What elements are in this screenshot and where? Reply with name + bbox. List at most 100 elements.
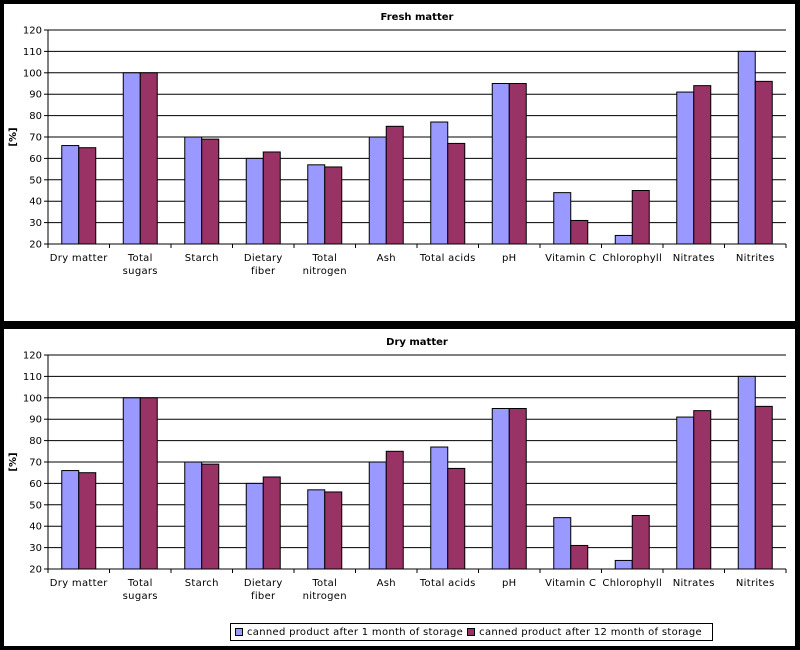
x-category-label: pH [502, 578, 516, 589]
x-category-label: Dry matter [50, 578, 108, 589]
chart-dry-matter: Dry matter [%] 20 30 40 50 60 70 80 90 100 110 120 Dr… [8, 337, 787, 602]
bar-series-2-3 [201, 463, 220, 570]
bar-series-2-9 [570, 219, 589, 245]
bar-series-1-2 [122, 397, 141, 570]
bar-series-1-7 [430, 121, 449, 245]
legend-item-12-month: canned product after 12 month of storage [467, 627, 702, 638]
bar-series-1-11 [676, 416, 695, 570]
bar-series-2-5 [324, 166, 343, 245]
bar-series-2-7 [447, 467, 466, 570]
x-category-label: Chlorophyll [602, 578, 662, 589]
y-tick-label: 70 [29, 133, 42, 144]
bar-series-1-5 [307, 164, 326, 245]
y-tick-label: 40 [29, 197, 42, 208]
chart-fresh-matter: Fresh matter [%] 20 30 40 50 60 70 80 90 100 110 120… [8, 12, 787, 277]
bar-series-2-2 [139, 72, 158, 245]
x-category-label: Total [311, 253, 337, 264]
bar-series-1-4 [245, 482, 264, 570]
x-category-label: Starch [185, 253, 219, 264]
chart-panel-fresh-matter: Fresh matter [%] 20 30 40 50 60 70 80 90 100 110 120… [4, 4, 795, 321]
bar-series-2-8 [508, 408, 527, 570]
legend-label-1-month: canned product after 1 month of storage [247, 626, 464, 638]
bar-series-1-10 [614, 234, 633, 245]
x-category-label: fiber [251, 591, 276, 602]
legend-item-1-month: canned product after 1 month of storage [235, 627, 463, 638]
y-tick-label: 90 [29, 90, 42, 101]
bar-series-2-8 [508, 83, 527, 245]
legend-swatch-1-month [235, 628, 243, 636]
x-category-label: pH [502, 253, 516, 264]
x-category-label: Total [127, 578, 153, 589]
bar-series-2-7 [447, 142, 466, 245]
y-tick-label: 120 [23, 26, 42, 37]
y-tick-label: 100 [23, 68, 42, 79]
x-category-label: Nitrates [673, 253, 715, 264]
bar-series-2-3 [201, 138, 220, 245]
bar-series-1-6 [368, 461, 387, 570]
bar-series-2-1 [78, 147, 97, 245]
y-tick-label: 50 [29, 500, 42, 511]
bar-series-1-4 [245, 157, 264, 245]
x-category-label: Total [311, 578, 337, 589]
y-tick-label: 90 [29, 415, 42, 426]
y-tick-label: 120 [23, 351, 42, 362]
x-category-label: nitrogen [303, 591, 347, 602]
bar-series-1-9 [553, 517, 572, 570]
bar-series-1-2 [122, 72, 141, 245]
bar-series-2-11 [693, 410, 712, 570]
bar-series-1-8 [491, 408, 510, 570]
x-category-label: fiber [251, 266, 276, 277]
x-category-label: Chlorophyll [602, 253, 662, 264]
y-tick-label: 60 [29, 479, 42, 490]
chart-panel-dry-matter: Dry matter [%] 20 30 40 50 60 70 80 90 100 110 120 Dr… [4, 329, 795, 646]
y-tick-label: 60 [29, 154, 42, 165]
legend-swatch-12-month [467, 628, 476, 636]
bar-series-1-3 [184, 136, 203, 245]
y-tick-label: 50 [29, 175, 42, 186]
bar-series-2-4 [262, 151, 281, 245]
x-category-label: Nitrites [736, 578, 775, 589]
x-category-label: Dry matter [50, 253, 108, 264]
x-category-label: Ash [377, 253, 396, 264]
chart-legend: canned product after 1 month of storage … [230, 623, 713, 641]
x-category-label: Nitrates [673, 578, 715, 589]
y-tick-label: 20 [29, 565, 42, 576]
x-category-label: Total acids [419, 253, 476, 264]
bar-series-1-1 [61, 470, 80, 570]
x-category-label: sugars [123, 266, 158, 277]
bar-series-2-5 [324, 491, 343, 570]
x-category-label: Dietary [244, 578, 283, 589]
bar-series-1-5 [307, 489, 326, 570]
y-tick-label: 70 [29, 458, 42, 469]
y-axis-label: [%] [8, 452, 19, 471]
bar-series-2-4 [262, 476, 281, 570]
bar-series-2-9 [570, 544, 589, 570]
legend-label-12-month: canned product after 12 month of storage [479, 626, 702, 638]
x-category-label: Total acids [419, 578, 476, 589]
y-tick-label: 80 [29, 436, 42, 447]
bar-series-1-10 [614, 559, 633, 570]
bar-series-1-12 [737, 375, 756, 570]
bar-series-1-7 [430, 446, 449, 570]
bar-series-1-12 [737, 50, 756, 245]
x-category-label: Total [127, 253, 153, 264]
bar-series-1-1 [61, 145, 80, 245]
y-tick-label: 80 [29, 111, 42, 122]
y-tick-label: 110 [23, 47, 42, 58]
bar-series-2-12 [754, 405, 773, 570]
x-category-label: Starch [185, 578, 219, 589]
x-category-label: Vitamin C [545, 253, 596, 264]
bar-series-2-10 [631, 515, 650, 570]
bar-series-1-8 [491, 83, 510, 245]
x-category-label: Ash [377, 578, 396, 589]
bar-series-1-9 [553, 192, 572, 245]
bar-series-1-6 [368, 136, 387, 245]
x-category-label: Vitamin C [545, 578, 596, 589]
y-tick-label: 30 [29, 543, 42, 554]
bar-series-2-10 [631, 190, 650, 245]
y-tick-label: 40 [29, 522, 42, 533]
chart-title: Fresh matter [381, 12, 454, 23]
bar-series-2-6 [385, 450, 404, 570]
y-tick-label: 100 [23, 393, 42, 404]
bar-series-2-6 [385, 125, 404, 245]
